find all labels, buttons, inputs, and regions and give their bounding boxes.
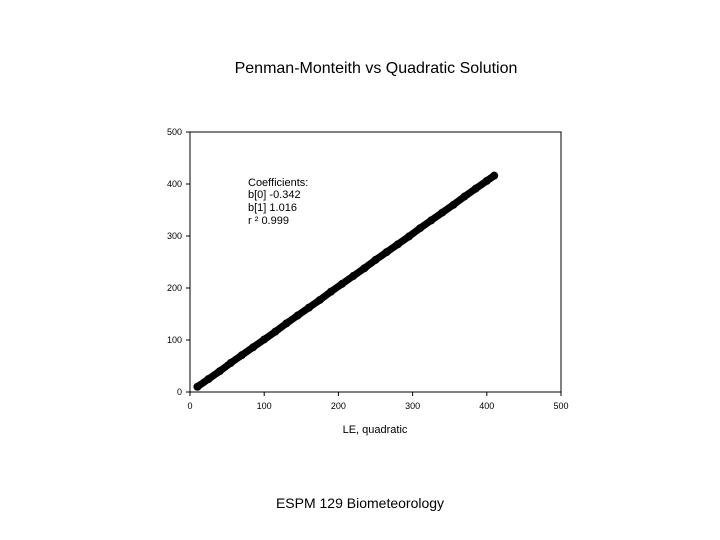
x-tick-label: 200 — [331, 401, 346, 411]
y-tick-label: 200 — [167, 283, 182, 293]
coefficients-heading: Coefficients: — [248, 177, 308, 189]
x-tick-label: 300 — [405, 401, 420, 411]
regression-annotation: Coefficients: b[0] -0.342 b[1] 1.016 r ²… — [248, 177, 308, 227]
y-tick-label: 0 — [177, 387, 182, 397]
y-tick-label: 400 — [167, 179, 182, 189]
x-tick-label: 500 — [553, 401, 568, 411]
y-tick-label: 500 — [167, 127, 182, 137]
x-tick-label: 400 — [479, 401, 494, 411]
data-points — [193, 171, 499, 391]
x-tick-label: 0 — [187, 401, 192, 411]
slide-title: Penman-Monteith vs Quadratic Solution — [234, 60, 518, 77]
x-axis-ticks: 0 100 200 300 400 500 — [187, 392, 569, 411]
coefficient-b1: b[1] 1.016 — [248, 202, 297, 214]
y-tick-label: 100 — [167, 335, 182, 345]
plot-frame — [189, 131, 562, 393]
y-tick-label: 300 — [167, 231, 182, 241]
footer-text: ESPM 129 Biometeorology — [275, 495, 445, 511]
x-tick-label: 100 — [257, 401, 272, 411]
y-axis-ticks: 0 100 200 300 400 500 — [167, 127, 190, 397]
coefficient-b0: b[0] -0.342 — [248, 189, 301, 201]
data-point — [490, 171, 499, 180]
x-axis-title: LE, quadratic — [343, 424, 408, 436]
r-squared: r ² 0.999 — [248, 215, 289, 227]
